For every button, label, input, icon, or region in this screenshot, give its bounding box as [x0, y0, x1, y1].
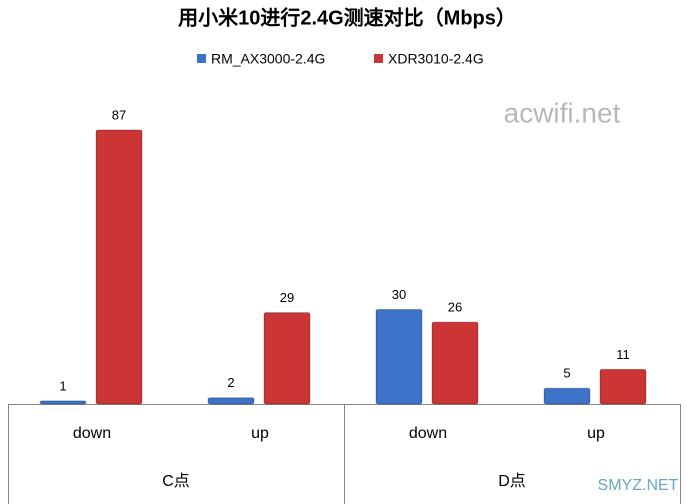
x-tick-label: up — [587, 425, 605, 442]
watermark: acwifi.net — [504, 97, 621, 128]
x-tick-label: down — [409, 425, 447, 442]
chart-title: 用小米10进行2.4G测速对比（Mbps） — [178, 5, 516, 29]
value-label: 30 — [392, 287, 406, 302]
bar — [375, 309, 423, 405]
bar — [95, 129, 143, 405]
bar — [431, 321, 479, 405]
bar — [543, 387, 591, 405]
value-label: 1 — [59, 378, 66, 393]
value-label: 87 — [112, 107, 126, 122]
value-label: 2 — [227, 375, 234, 390]
legend-label: RM_AX3000-2.4G — [211, 51, 325, 67]
value-label: 11 — [616, 347, 630, 362]
x-tick-label: down — [73, 425, 111, 442]
legend-swatch — [374, 54, 383, 63]
watermark: SMYZ.NET — [598, 477, 679, 494]
legend-label: XDR3010-2.4G — [388, 51, 484, 67]
group-label: D点 — [498, 472, 526, 490]
value-label: 5 — [563, 366, 570, 381]
value-label: 29 — [280, 290, 294, 305]
x-tick-label: up — [251, 425, 269, 442]
bar — [263, 312, 311, 405]
bar — [207, 397, 255, 405]
category-table — [8, 404, 681, 504]
bar — [599, 368, 647, 405]
bar — [39, 400, 87, 405]
group-label: C点 — [162, 472, 190, 490]
value-label: 26 — [448, 300, 462, 315]
legend-swatch — [197, 54, 206, 63]
